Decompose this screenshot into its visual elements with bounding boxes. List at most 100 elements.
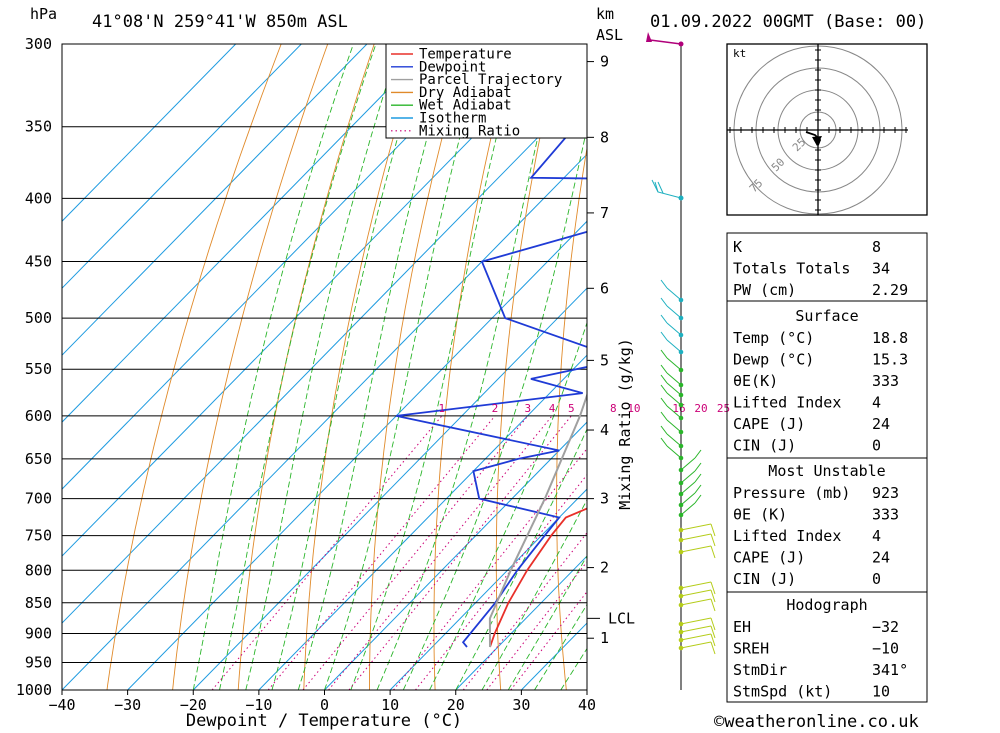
km-tick-label: 6 — [600, 279, 609, 297]
wind-level-dot — [678, 537, 684, 543]
legend-label: Wet Adiabat — [419, 98, 512, 114]
wind-barb — [710, 625, 716, 639]
pressure-tick-label: 700 — [25, 490, 52, 508]
dry-adiabat-line — [172, 44, 329, 690]
mixing-ratio-line — [393, 447, 587, 690]
wind-level-dot — [678, 637, 684, 643]
mixing-ratio-line — [328, 415, 553, 690]
table-row-value: 24 — [872, 549, 890, 567]
table-row-label: Totals Totals — [733, 260, 850, 278]
mixing-ratio-label: 20 — [694, 402, 707, 415]
pressure-tick-label: 750 — [25, 527, 52, 545]
mixing-ratio-line — [348, 415, 572, 690]
pressure-tick-label: 550 — [25, 360, 52, 378]
hodograph-unit: kt — [733, 47, 746, 60]
wet-adiabat-line — [350, 44, 521, 690]
wind-barb — [694, 449, 702, 459]
mixing-ratio-label: 4 — [549, 402, 556, 415]
asl-label: ASL — [596, 26, 623, 44]
pressure-tick-label: 850 — [25, 594, 52, 612]
pressure-tick-label: 500 — [25, 309, 52, 327]
wind-level-dot — [678, 429, 684, 435]
table-row-value: 333 — [872, 372, 899, 390]
x-tick-label: 0 — [320, 696, 329, 714]
lcl-label: LCL — [608, 609, 635, 627]
pressure-tick-label: 450 — [25, 253, 52, 271]
storm-motion-arrow-icon — [812, 136, 822, 146]
wind-barb — [666, 357, 682, 371]
mixing-ratio-label: 3 — [525, 402, 532, 415]
table-row-value: −32 — [872, 618, 899, 636]
wind-barb — [694, 473, 702, 483]
table-row-value: 341° — [872, 661, 908, 679]
wind-level-dot — [678, 297, 684, 303]
table-row-label: SREH — [733, 640, 769, 658]
wind-barb — [680, 457, 696, 471]
km-tick-label: 1 — [600, 629, 609, 647]
table-row-label: CIN (J) — [733, 570, 796, 588]
wind-barb — [660, 364, 668, 374]
table-row-label: PW (cm) — [733, 281, 796, 299]
wind-barb — [666, 305, 682, 319]
wind-barb — [710, 633, 716, 647]
pressure-tick-label: 800 — [25, 561, 52, 579]
isotherm-line — [62, 44, 368, 356]
km-tick-label: 3 — [600, 490, 609, 508]
wind-level-dot — [678, 349, 684, 355]
table-row-label: EH — [733, 618, 751, 636]
dewpoint-line — [396, 111, 587, 648]
wind-barb — [660, 279, 668, 289]
wind-barb — [680, 633, 712, 641]
pressure-unit-label: hPa — [30, 5, 57, 23]
wind-barb — [710, 523, 716, 537]
mixing-ratio-label: 10 — [627, 402, 640, 415]
credit-text: ©weatheronline.co.uk — [714, 712, 919, 732]
dry-adiabat-line — [931, 44, 1000, 690]
isotherm-line — [455, 555, 587, 690]
table-section-title: Hodograph — [786, 596, 867, 614]
wind-barb — [660, 384, 668, 394]
wind-barb — [666, 287, 682, 301]
wind-level-dot — [678, 549, 684, 555]
wind-level-dot — [678, 645, 684, 651]
isotherm-line — [62, 86, 587, 624]
mixing-ratio-label: 2 — [492, 402, 499, 415]
wind-level-dot — [678, 402, 684, 408]
table-row-label: StmDir — [733, 661, 787, 679]
pressure-tick-label: 650 — [25, 450, 52, 468]
wind-level-dot — [678, 367, 684, 373]
table-row-label: Lifted Index — [733, 527, 841, 545]
table-row-value: 4 — [872, 527, 881, 545]
x-tick-label: 40 — [578, 696, 596, 714]
wind-level-dot — [678, 629, 684, 635]
mixing-ratio-line — [302, 415, 529, 690]
table-row-value: 4 — [872, 394, 881, 412]
wind-barb — [666, 392, 682, 406]
wind-level-dot — [678, 502, 684, 508]
table-row-value: 2.29 — [872, 281, 908, 299]
km-tick-label: 7 — [600, 204, 609, 222]
table-row-label: θE (K) — [733, 506, 787, 524]
km-tick-label: 8 — [600, 128, 609, 146]
wind-barb — [666, 322, 682, 336]
x-tick-label: 20 — [447, 696, 465, 714]
pressure-tick-label: 350 — [25, 118, 52, 136]
legend-label: Mixing Ratio — [419, 123, 520, 139]
x-tick-label: −30 — [114, 696, 141, 714]
axis-labels: 3003504004505005506006507007508008509009… — [16, 35, 730, 714]
wind-barb — [680, 502, 696, 516]
table-row-value: 8 — [872, 238, 881, 256]
wind-barb — [710, 533, 716, 547]
wind-level-dot — [678, 593, 684, 599]
pressure-tick-label: 1000 — [16, 681, 52, 699]
isotherm-line — [127, 220, 587, 690]
isotherm-line — [62, 44, 237, 222]
table-row-value: 0 — [872, 437, 881, 455]
wind-barb — [694, 484, 702, 494]
wind-barb — [660, 297, 668, 307]
x-tick-label: 10 — [381, 696, 399, 714]
mixing-ratio-axis-title: Mixing Ratio (g/kg) — [616, 338, 634, 510]
wind-barb — [694, 462, 702, 472]
